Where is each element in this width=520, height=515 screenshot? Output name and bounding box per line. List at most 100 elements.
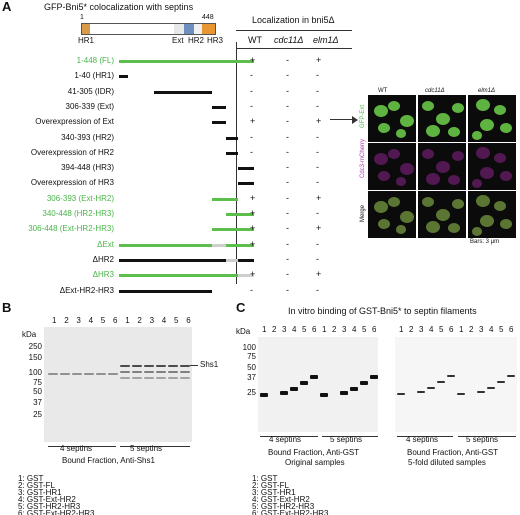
blot-band — [48, 373, 58, 375]
lane-number: 1 — [125, 316, 130, 325]
cell-shape — [378, 123, 390, 134]
lane-number: 6 — [312, 325, 317, 334]
construct-deletion-gap — [212, 243, 226, 247]
construct-bar — [119, 60, 254, 63]
panel-b-group-rule-1 — [48, 446, 116, 447]
construct-bar — [226, 136, 238, 140]
construct-label: ΔHR2 — [92, 254, 114, 264]
construct-bar — [119, 258, 226, 262]
cell-shape — [374, 201, 388, 213]
localization-value: - — [250, 131, 253, 142]
micro-row-merge: Merge — [360, 204, 366, 222]
cell-shape — [476, 195, 490, 207]
column-cdc11: cdc11Δ — [274, 35, 304, 45]
localization-value: - — [316, 85, 319, 96]
panel-c-group-rule-1 — [260, 436, 318, 437]
legend-entry: 2: GST-FL — [18, 481, 55, 490]
cell-shape — [480, 119, 494, 131]
arrow-head-icon — [352, 116, 358, 124]
legend-entry: 1: GST — [252, 474, 278, 483]
cell-shape — [494, 153, 506, 164]
cell-shape — [500, 123, 512, 134]
construct-label: ΔHR3 — [92, 270, 114, 280]
micro-col-elm1: elm1Δ — [478, 88, 496, 94]
cell-shape — [378, 219, 390, 230]
localization-value: - — [286, 146, 289, 157]
construct-bar — [212, 105, 226, 109]
blot-band — [397, 393, 405, 395]
construct-label: 340-393 (HR2) — [61, 132, 114, 142]
localization-value: + — [250, 238, 256, 249]
cell-shape — [452, 151, 464, 162]
localization-value: - — [286, 269, 289, 280]
construct-label: 306-393 (Ext-HR2) — [46, 193, 114, 203]
localization-value: + — [316, 192, 322, 203]
localization-title: Localization in bni5Δ — [252, 15, 335, 25]
cell-shape — [400, 115, 414, 127]
localization-value: + — [316, 269, 322, 280]
marker-kda: 75 — [33, 378, 42, 387]
cell-shape — [480, 215, 494, 227]
blot-band — [72, 373, 82, 375]
blot-band — [180, 371, 190, 373]
panel-c-group-4-left: 4 septins — [269, 435, 302, 444]
construct-label: 394-448 (HR3) — [61, 163, 114, 173]
cell-shape — [378, 171, 390, 182]
panel-c-group-rule-3 — [397, 436, 453, 437]
legend-entry: 3: GST-HR1 — [18, 488, 62, 497]
panel-b-blot — [44, 327, 192, 442]
localization-value: - — [250, 162, 253, 173]
micrograph-tile — [418, 191, 466, 238]
localization-value: - — [316, 70, 319, 81]
cell-shape — [426, 221, 440, 233]
localization-value: - — [286, 177, 289, 188]
panel-c-blot-original — [258, 337, 378, 432]
blot-band — [168, 365, 178, 367]
construct-label: ΔExt-HR2-HR3 — [59, 285, 114, 295]
column-elm1: elm1Δ — [313, 35, 339, 45]
blot-band — [507, 375, 515, 377]
lane-number: 5 — [174, 316, 179, 325]
cell-shape — [500, 171, 512, 182]
lane-number: 6 — [186, 316, 191, 325]
marker-kda: 250 — [28, 342, 42, 351]
localization-value: - — [316, 177, 319, 188]
construct-label: Overexpression of HR2 — [30, 147, 114, 157]
cell-shape — [396, 177, 406, 186]
blot-band — [120, 365, 130, 367]
panel-c-caption-right-2: 5-fold diluted samples — [408, 458, 486, 467]
cell-shape — [422, 197, 434, 208]
cell-shape — [494, 201, 506, 212]
lane-number: 4 — [292, 325, 297, 334]
marker-kda: 37 — [33, 398, 42, 407]
blot-band — [290, 387, 298, 391]
marker-kda: 37 — [247, 373, 256, 382]
construct-label: 340-448 (HR2-HR3) — [42, 209, 114, 218]
construct-bar — [226, 151, 238, 155]
localization-value: - — [286, 238, 289, 249]
lane-number: 6 — [113, 316, 118, 325]
construct-label: 1-40 (HR1) — [74, 71, 114, 81]
shs1-pointer — [190, 365, 198, 366]
lane-number: 3 — [282, 325, 287, 334]
localization-value: - — [286, 55, 289, 65]
cell-shape — [448, 223, 460, 234]
localization-value: - — [250, 100, 253, 111]
localization-value: + — [250, 55, 256, 65]
localization-value: - — [250, 85, 253, 96]
lane-number: 3 — [479, 325, 484, 334]
micrograph-tile — [468, 191, 516, 238]
lane-number: 4 — [429, 325, 434, 334]
cell-shape — [422, 149, 434, 160]
micrograph-tile — [418, 95, 466, 142]
blot-band — [156, 365, 166, 367]
panel-c-title: In vitro binding of GST-Bni5* to septin … — [288, 306, 477, 316]
micrograph-tile — [368, 191, 416, 238]
construct-bar — [238, 167, 254, 171]
blot-band — [437, 381, 445, 383]
lane-number: 6 — [509, 325, 514, 334]
construct-label: 306-339 (Ext) — [65, 101, 114, 111]
lane-number: 6 — [372, 325, 377, 334]
blot-band — [180, 365, 190, 367]
localization-value: - — [316, 284, 319, 295]
